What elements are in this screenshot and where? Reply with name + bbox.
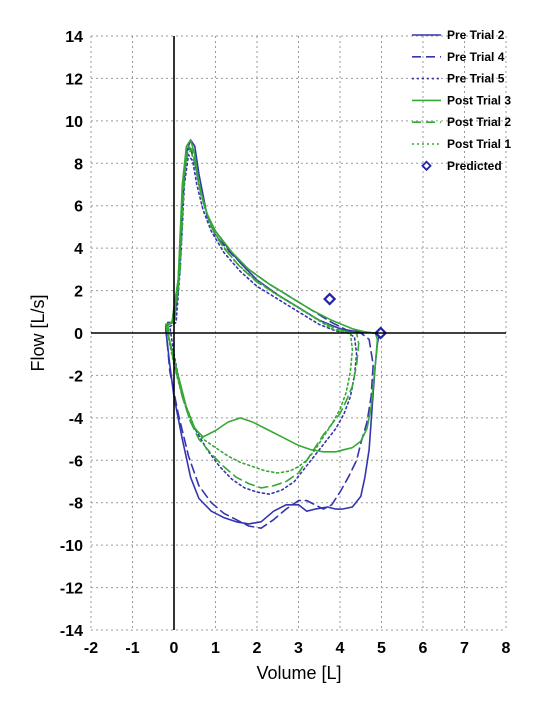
y-tick-label: -2 xyxy=(69,368,83,385)
x-tick-label: -2 xyxy=(84,640,98,657)
x-tick-label: 6 xyxy=(419,640,428,657)
y-tick-label: 10 xyxy=(65,114,83,131)
legend-swatch xyxy=(421,160,432,172)
series-layer xyxy=(164,139,388,529)
x-tick-label: 2 xyxy=(253,640,262,657)
y-tick-label: 6 xyxy=(74,199,83,216)
y-tick-label: 14 xyxy=(65,29,83,46)
legend-label: Post Trial 1 xyxy=(447,137,511,151)
y-tick-label: -6 xyxy=(69,453,83,470)
y-tick-label: -14 xyxy=(60,623,83,640)
y-tick-label: -12 xyxy=(60,581,83,598)
legend: Pre Trial 2 Pre Trial 4 Pre Trial 5 Post Tr… xyxy=(412,28,511,173)
series-post-trial-2 xyxy=(167,145,360,489)
legend-label: Predicted xyxy=(447,159,502,173)
legend-label: Post Trial 2 xyxy=(447,115,511,129)
x-axis-title: Volume [L] xyxy=(256,663,341,683)
x-tick-label: 5 xyxy=(377,640,386,657)
legend-label: Post Trial 3 xyxy=(447,93,511,107)
predicted-point xyxy=(323,292,337,306)
y-tick-label: 8 xyxy=(74,156,83,173)
x-tick-label: -1 xyxy=(125,640,139,657)
x-tick-label: 4 xyxy=(336,640,345,657)
y-tick-label: 12 xyxy=(65,71,83,88)
axes xyxy=(91,36,506,630)
legend-label: Pre Trial 4 xyxy=(447,50,505,64)
series-post-trial-1 xyxy=(164,149,354,474)
y-tick-label: 2 xyxy=(74,284,83,301)
y-tick-label: 4 xyxy=(74,241,83,258)
x-tick-label: 1 xyxy=(211,640,220,657)
series-pre-trial-4 xyxy=(164,147,374,529)
y-tick-label: -4 xyxy=(69,411,83,428)
x-tick-label: 8 xyxy=(502,640,511,657)
x-tick-label: 7 xyxy=(460,640,469,657)
y-tick-label: -8 xyxy=(69,496,83,513)
tick-labels: -2 -1 0 1 2 3 4 5 6 7 8-14-12-10-8-6-4-20246810121… xyxy=(60,29,511,657)
legend-label: Pre Trial 5 xyxy=(447,72,505,86)
x-tick-label: 0 xyxy=(170,640,179,657)
y-tick-label: 0 xyxy=(74,326,83,343)
y-tick-label: -10 xyxy=(60,538,83,555)
legend-label: Pre Trial 2 xyxy=(447,28,505,42)
x-tick-label: 3 xyxy=(294,640,303,657)
y-axis-title: Flow [L/s] xyxy=(28,294,48,371)
